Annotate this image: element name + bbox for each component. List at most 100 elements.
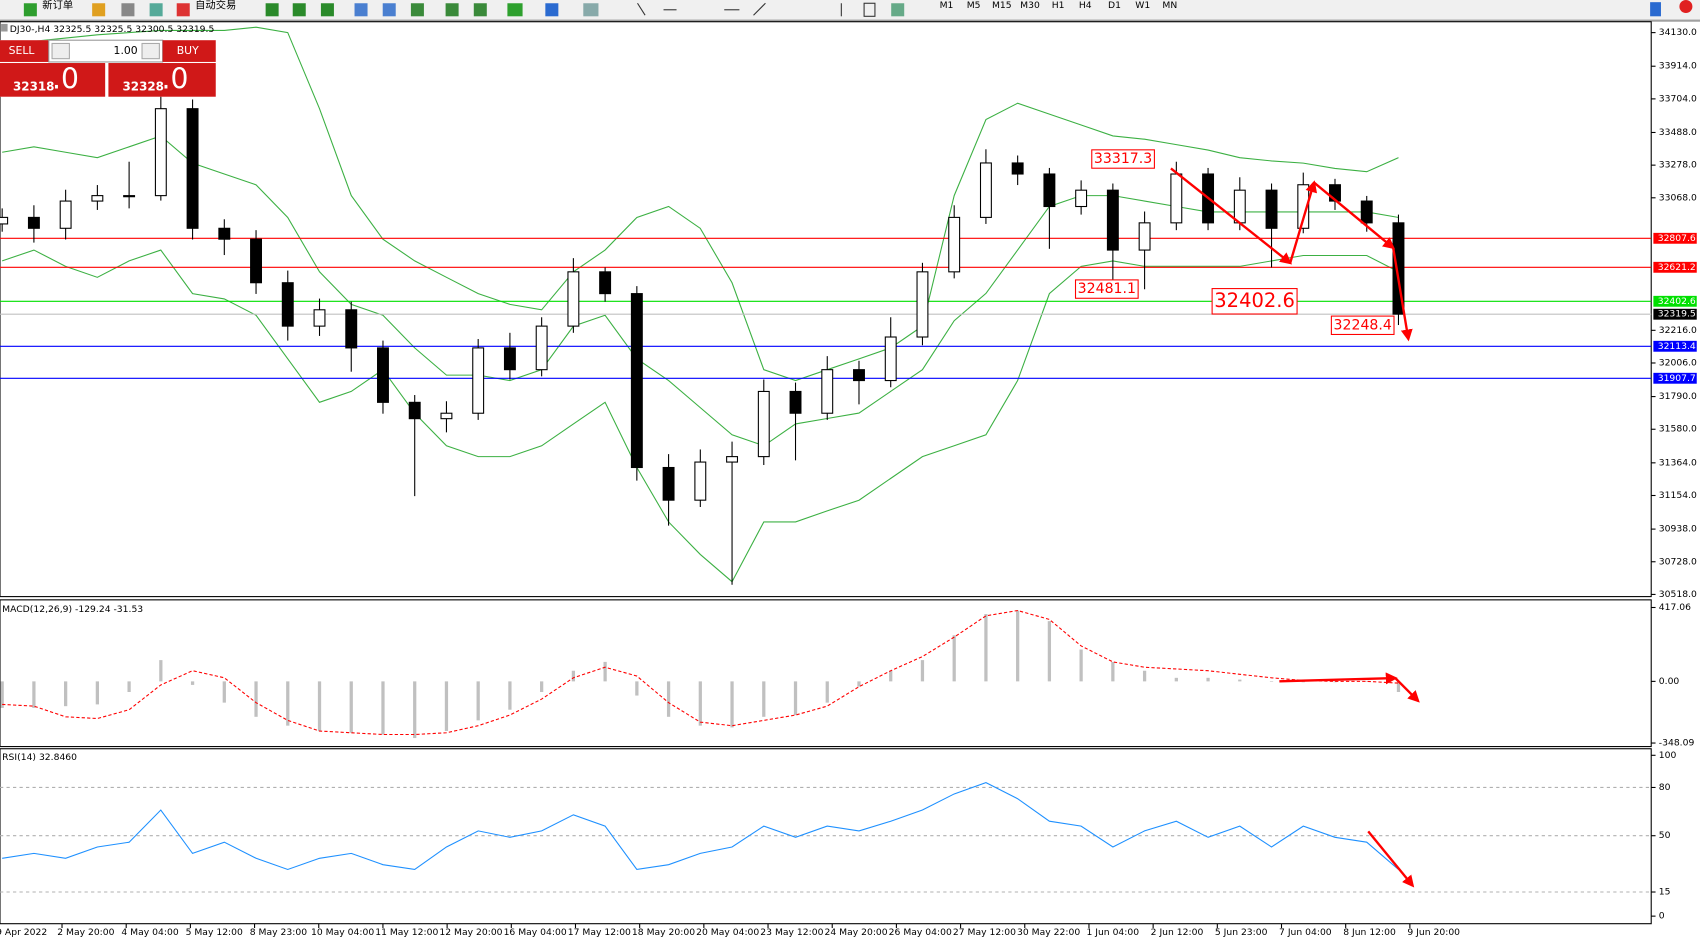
bid-price[interactable]: 32318 xyxy=(13,79,54,93)
indicators[interactable] xyxy=(507,3,523,17)
tool-icon[interactable] xyxy=(265,3,279,17)
timeframe-button[interactable]: H1 xyxy=(1052,0,1065,11)
tool-icon[interactable] xyxy=(410,3,424,17)
y-tick-label: 33068.0 xyxy=(1659,192,1697,203)
ask-box[interactable] xyxy=(108,63,216,97)
text-tool[interactable] xyxy=(863,2,876,17)
timeframe-button[interactable]: M5 xyxy=(967,0,981,11)
arrows-tool[interactable] xyxy=(891,3,905,17)
candle-body xyxy=(1138,222,1151,251)
cursor-tool[interactable] xyxy=(637,2,646,16)
bid-pips[interactable]: .0 xyxy=(52,62,79,95)
macd-bar xyxy=(476,681,480,721)
tool-icon[interactable] xyxy=(320,3,334,17)
timeframe-button[interactable]: M30 xyxy=(1020,0,1040,11)
indicator-line xyxy=(2,26,1399,382)
candle-body xyxy=(218,227,231,240)
macd-bar xyxy=(793,681,798,716)
templates[interactable] xyxy=(583,3,599,17)
timeframe-button[interactable]: W1 xyxy=(1135,0,1150,11)
candle-body xyxy=(27,216,40,229)
y-tick-label: 30938.0 xyxy=(1659,524,1697,535)
trendline-tool[interactable] xyxy=(753,2,766,16)
ask-price[interactable]: 32328 xyxy=(123,79,164,93)
y-tick-label: 31364.0 xyxy=(1659,457,1697,468)
tool-icon[interactable] xyxy=(121,3,135,17)
candle-body xyxy=(1011,162,1024,175)
sell-label[interactable]: SELL xyxy=(9,44,35,57)
buy-button[interactable] xyxy=(162,40,216,62)
macd-bar xyxy=(603,661,607,682)
zoom-in[interactable] xyxy=(354,3,368,17)
rsi-title: RSI(14) 32.8460 xyxy=(2,752,77,763)
price-annotation: 32248.4 xyxy=(1334,317,1392,333)
macd-bar xyxy=(413,681,417,739)
search[interactable] xyxy=(1650,2,1661,17)
annotation-box xyxy=(1330,315,1395,336)
macd-bar xyxy=(127,681,131,693)
auto-trading-button[interactable]: 自动交易 xyxy=(195,0,236,11)
periods[interactable] xyxy=(545,3,559,17)
ask-pips[interactable]: .0 xyxy=(162,62,189,95)
arrow xyxy=(1367,830,1415,888)
tool-icon[interactable] xyxy=(445,3,459,17)
lots-value[interactable]: 1.00 xyxy=(114,44,138,57)
macd-bar xyxy=(1016,610,1020,682)
auto-trading-icon[interactable] xyxy=(176,3,190,17)
tool-icon[interactable] xyxy=(473,3,487,17)
lots-up[interactable] xyxy=(141,42,160,60)
new-order-icon[interactable] xyxy=(23,3,37,17)
arrow xyxy=(1279,672,1398,685)
candle-body xyxy=(0,216,9,225)
candle-body xyxy=(1392,222,1405,315)
x-tick-label: 2 Jun 12:00 xyxy=(1151,927,1204,938)
sell-button[interactable] xyxy=(0,40,49,62)
timeframe-button[interactable]: D1 xyxy=(1108,0,1121,11)
candle-body xyxy=(1360,200,1373,224)
x-tick-label: 2 May 20:00 xyxy=(57,927,114,938)
candle-body xyxy=(948,216,961,273)
rsi-chart xyxy=(0,782,1652,893)
macd-chart xyxy=(0,609,1401,739)
candle-body xyxy=(440,412,453,420)
trade-panel: SELL 1.00 BUY 32318 .0 32328 .0 xyxy=(0,39,216,97)
y-tick-label: 32006.0 xyxy=(1659,357,1697,368)
notifications[interactable] xyxy=(1679,0,1693,14)
candle-body xyxy=(1170,173,1183,224)
candle-body xyxy=(884,336,897,382)
x-tick-label: 18 May 20:00 xyxy=(632,927,695,938)
candle-body xyxy=(503,347,516,371)
macd-bar xyxy=(920,660,925,682)
lots-down[interactable] xyxy=(51,42,70,60)
timeframe-button[interactable]: M1 xyxy=(940,0,954,11)
zoom-out[interactable] xyxy=(382,3,396,17)
arrow xyxy=(1394,677,1420,703)
x-tick-label: 30 May 22:00 xyxy=(1017,927,1080,938)
timeframe-button[interactable]: H4 xyxy=(1079,0,1092,11)
buy-label[interactable]: BUY xyxy=(177,44,199,57)
macd-bar xyxy=(1269,681,1274,682)
x-tick-label: 17 May 12:00 xyxy=(568,927,631,938)
candle-body xyxy=(599,271,612,295)
macd-bar xyxy=(1333,681,1337,683)
y-tick-label: 50 xyxy=(1659,830,1671,841)
tool-icon[interactable] xyxy=(292,3,306,17)
candle-body xyxy=(345,309,358,349)
level-label: 31907.7 xyxy=(1658,373,1696,384)
tool-icon[interactable] xyxy=(92,3,106,17)
y-tick-label: -348.09 xyxy=(1659,738,1695,749)
tool-icon[interactable] xyxy=(149,3,163,17)
level-label-bg xyxy=(1653,308,1697,320)
y-tick-label: 0.00 xyxy=(1659,676,1680,687)
candle-body xyxy=(186,108,199,229)
new-order-button[interactable]: 新订单 xyxy=(42,0,73,11)
bid-box[interactable] xyxy=(0,63,106,97)
timeframe-button[interactable]: MN xyxy=(1162,0,1177,11)
macd-bar xyxy=(730,681,734,728)
toolbar-bg xyxy=(0,0,1700,20)
candle-body xyxy=(662,466,675,501)
level-label: 32621.2 xyxy=(1658,262,1696,273)
timeframe-button[interactable]: M15 xyxy=(992,0,1012,11)
macd-panel xyxy=(0,599,1652,748)
